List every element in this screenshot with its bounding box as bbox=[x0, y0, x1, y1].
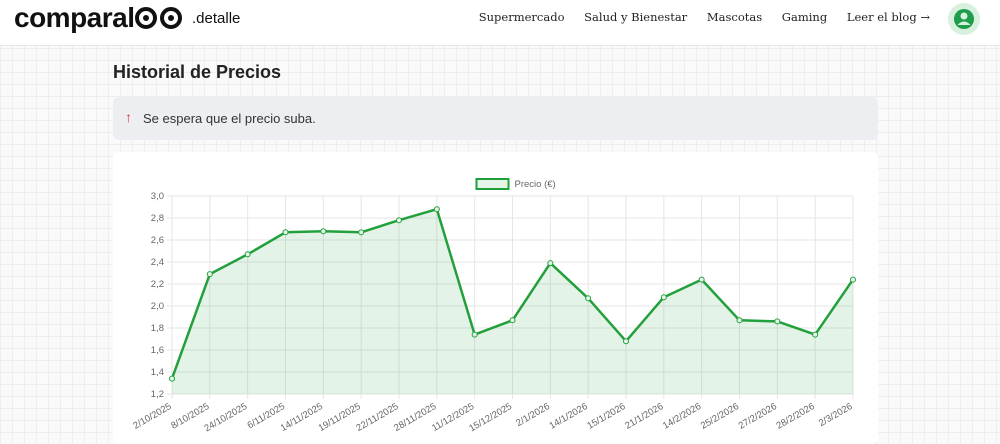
nav-link[interactable]: Mascotas bbox=[706, 10, 763, 24]
nav-link[interactable]: Gaming bbox=[781, 10, 828, 24]
point bbox=[206, 271, 213, 278]
legend-label: Precio (€) bbox=[515, 179, 556, 190]
x-tick-label: 22/11/2025 bbox=[354, 401, 400, 434]
nav-link[interactable]: Leer el blog → bbox=[846, 10, 930, 24]
x-tick-label: 14/11/2025 bbox=[279, 401, 325, 434]
alert: ↑ Se espera que el precio suba. bbox=[113, 97, 878, 140]
x-tick-label: 2/1/2026 bbox=[514, 401, 552, 429]
point bbox=[623, 338, 629, 345]
point bbox=[244, 251, 251, 258]
y-tick-label: 2,2 bbox=[151, 279, 164, 290]
point bbox=[358, 229, 365, 236]
y-tick-label: 3,0 bbox=[151, 191, 164, 202]
y-tick-label: 1,2 bbox=[151, 389, 164, 400]
nav-link[interactable]: Salud y Bienestar bbox=[584, 10, 688, 24]
point bbox=[736, 317, 743, 324]
point bbox=[433, 206, 440, 213]
legend-swatch bbox=[475, 178, 510, 190]
x-tick-label: 15/12/2025 bbox=[467, 401, 514, 434]
x-tick-label: 2/10/2025 bbox=[131, 401, 173, 432]
x-tick-label: 28/2/2026 bbox=[775, 401, 817, 432]
x-tick-label: 14/2/2026 bbox=[661, 401, 703, 432]
alert-text: Se espera que el precio suba. bbox=[143, 111, 316, 126]
chart-card: 1,2 1,4 1,6 1,8 2,0 2,2 2,4 2,6 2,8 3,0 2/10/2025 8… bbox=[113, 152, 878, 444]
x-tick-label: 14/1/2026 bbox=[548, 401, 590, 432]
x-tick-label: 25/2/2026 bbox=[699, 401, 741, 432]
x-tick-label: 21/1/2026 bbox=[623, 401, 665, 432]
y-tick-label: 1,4 bbox=[151, 367, 164, 378]
y-tick-label: 1,8 bbox=[151, 323, 164, 334]
x-tick-label: 15/1/2026 bbox=[585, 401, 627, 432]
y-tick-label: 2,4 bbox=[151, 257, 164, 268]
point bbox=[509, 317, 516, 324]
x-tick-label: 19/11/2025 bbox=[317, 401, 363, 434]
y-tick-label: 2,0 bbox=[151, 301, 164, 312]
point bbox=[320, 228, 327, 235]
point bbox=[169, 375, 175, 382]
navbar: comparal .detalle Supermercado Salud y B… bbox=[0, 0, 1000, 46]
point bbox=[282, 229, 289, 236]
y-tick-label: 1,6 bbox=[151, 345, 164, 356]
point bbox=[812, 331, 819, 338]
x-tick-label: 27/2/2026 bbox=[737, 401, 779, 432]
logo[interactable]: comparal bbox=[14, 2, 135, 33]
area bbox=[172, 209, 853, 394]
nav-link[interactable]: Supermercado bbox=[478, 10, 565, 24]
up-arrow-icon: ↑ bbox=[125, 109, 132, 125]
point bbox=[850, 276, 856, 283]
y-tick-label: 2,8 bbox=[151, 213, 164, 224]
point bbox=[396, 217, 402, 224]
x-tick-label: 2/3/2026 bbox=[817, 401, 855, 429]
point bbox=[585, 295, 592, 302]
logo-icon bbox=[135, 7, 182, 29]
user-avatar[interactable] bbox=[948, 3, 980, 35]
x-tick-label: 24/10/2025 bbox=[202, 401, 249, 434]
nav-links: Supermercado Salud y Bienestar Mascotas … bbox=[463, 10, 930, 24]
point bbox=[774, 318, 781, 325]
x-tick-label: 28/11/2025 bbox=[392, 401, 438, 434]
point bbox=[698, 276, 705, 283]
point bbox=[471, 331, 478, 338]
chart: 1,21,41,61,82,02,22,42,62,83,02/10/20258… bbox=[131, 178, 856, 434]
y-tick-label: 2,6 bbox=[151, 235, 164, 246]
logo-suffix: .detalle bbox=[192, 10, 241, 27]
point bbox=[660, 294, 667, 301]
section-title: Historial de Precios bbox=[113, 62, 282, 82]
point bbox=[547, 260, 554, 267]
